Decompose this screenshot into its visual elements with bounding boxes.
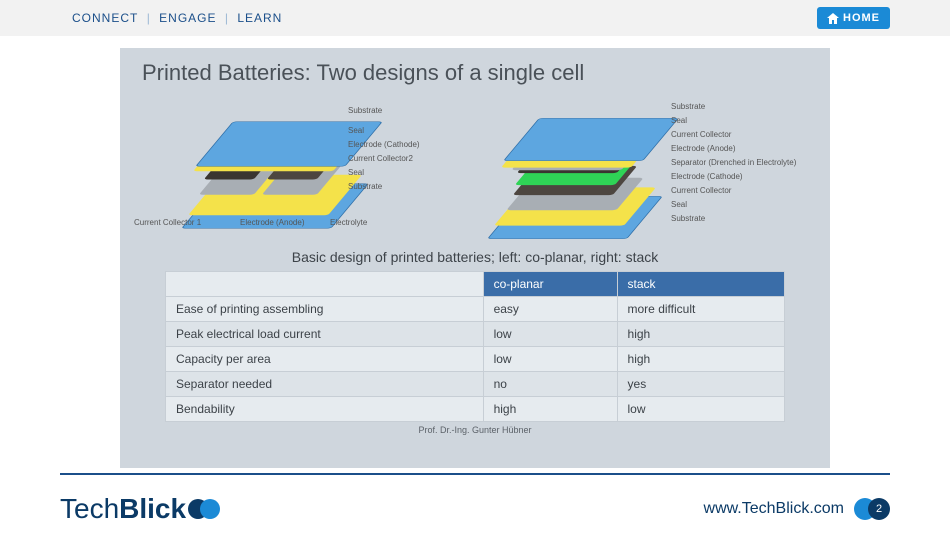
top-bar: CONNECT | ENGAGE | LEARN HOME [0, 0, 950, 36]
footer: TechBlick www.TechBlick.com 2 [0, 473, 950, 533]
logo-blick: Blick [119, 493, 186, 525]
table-cell: low [483, 347, 617, 372]
table-cell: Bendability [166, 397, 484, 422]
table-cell: Separator needed [166, 372, 484, 397]
layer-substrate-top [503, 118, 679, 161]
lbl-cc2: Current Collector2 [348, 154, 413, 163]
lbl-seal-bottom: Seal [348, 168, 364, 177]
slide: Printed Batteries: Two designs of a sing… [120, 48, 830, 468]
diagram-caption: Basic design of printed batteries; left:… [120, 249, 830, 265]
lbl-anode: Electrode (Anode) [671, 144, 735, 153]
table-cell: easy [483, 297, 617, 322]
page-number: 2 [868, 498, 890, 520]
home-icon [827, 13, 839, 24]
nav-divider: | [225, 11, 229, 25]
lbl-anode: Electrode (Anode) [240, 218, 304, 227]
table-cell: low [483, 322, 617, 347]
lbl-separator: Separator (Drenched in Electrolyte) [671, 158, 796, 167]
lbl-cc1: Current Collector 1 [134, 218, 201, 227]
lbl-seal-top: Seal [348, 126, 364, 135]
table-header: stack [617, 272, 784, 297]
table-cell: Ease of printing assembling [166, 297, 484, 322]
footer-url: www.TechBlick.com [704, 500, 844, 518]
home-label: HOME [843, 12, 880, 24]
slide-title: Printed Batteries: Two designs of a sing… [120, 48, 830, 90]
table-cell: high [617, 322, 784, 347]
lbl-substrate-top: Substrate [348, 106, 382, 115]
table-cell: high [617, 347, 784, 372]
footer-divider [60, 473, 890, 475]
lbl-cathode: Electrode (Cathode) [671, 172, 743, 181]
logo-tech: Tech [60, 493, 119, 525]
diagram-stack: Substrate Seal Current Collector Electro… [475, 90, 820, 245]
nav-connect[interactable]: CONNECT [72, 11, 138, 25]
diagram-coplanar: Substrate Seal Electrode (Cathode) Curre… [130, 90, 475, 245]
page-indicator: 2 [854, 498, 890, 520]
table-row: Separator needednoyes [166, 372, 785, 397]
table-cell: more difficult [617, 297, 784, 322]
footer-right: www.TechBlick.com 2 [704, 498, 890, 520]
lbl-cc-top: Current Collector [671, 130, 731, 139]
nav-divider: | [147, 11, 151, 25]
diagram-row: Substrate Seal Electrode (Cathode) Curre… [120, 90, 830, 245]
table-header: co-planar [483, 272, 617, 297]
lbl-cc-bottom: Current Collector [671, 186, 731, 195]
table-cell: Capacity per area [166, 347, 484, 372]
table-cell: yes [617, 372, 784, 397]
comparison-table: co-planarstack Ease of printing assembli… [165, 271, 785, 422]
lbl-substrate-bottom: Substrate [348, 182, 382, 191]
table-cell: Peak electrical load current [166, 322, 484, 347]
table-cell: high [483, 397, 617, 422]
table-row: Ease of printing assemblingeasymore diff… [166, 297, 785, 322]
lbl-substrate-bottom: Substrate [671, 214, 705, 223]
top-nav: CONNECT | ENGAGE | LEARN [70, 11, 284, 25]
table-row: Bendabilityhighlow [166, 397, 785, 422]
table-row: Peak electrical load currentlowhigh [166, 322, 785, 347]
table-row: Capacity per arealowhigh [166, 347, 785, 372]
slide-credit: Prof. Dr.-Ing. Gunter Hübner [120, 425, 830, 435]
logo: TechBlick [60, 493, 224, 525]
table-header [166, 272, 484, 297]
nav-engage[interactable]: ENGAGE [159, 11, 216, 25]
nav-learn[interactable]: LEARN [237, 11, 282, 25]
logo-dots-icon [188, 498, 224, 520]
lbl-seal-bottom: Seal [671, 200, 687, 209]
lbl-seal-top: Seal [671, 116, 687, 125]
lbl-substrate-top: Substrate [671, 102, 705, 111]
home-button[interactable]: HOME [817, 7, 890, 29]
table-cell: no [483, 372, 617, 397]
lbl-electrolyte: Electrolyte [330, 218, 367, 227]
table-cell: low [617, 397, 784, 422]
lbl-cathode: Electrode (Cathode) [348, 140, 420, 149]
